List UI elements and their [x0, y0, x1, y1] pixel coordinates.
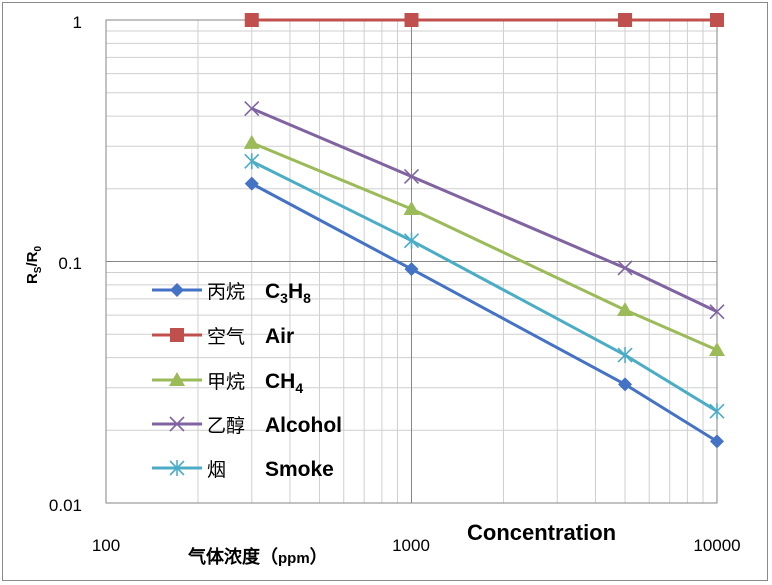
legend-swatch-marker	[169, 372, 185, 386]
data-point	[710, 434, 724, 449]
legend-label-en: Smoke	[265, 458, 334, 481]
series-2	[243, 134, 725, 357]
data-point	[709, 403, 725, 420]
series-3	[244, 100, 725, 320]
legend-item: 烟 Smoke	[152, 458, 334, 481]
series-line	[251, 159, 718, 413]
y-tick-label: 0.01	[49, 496, 82, 515]
legend-label-en: Air	[265, 325, 294, 348]
legend-label-en: CH4	[265, 370, 303, 396]
data-point	[617, 260, 633, 276]
x-tick-label: 1000	[392, 536, 430, 555]
series-0	[244, 176, 724, 449]
data-point	[709, 342, 725, 357]
data-point	[403, 200, 420, 215]
legend-label-cn: 乙醇	[207, 415, 245, 437]
legend-item: 空气 Air	[152, 325, 294, 348]
data-point	[617, 301, 634, 316]
x-tick-labels: 100 1000 10000	[92, 536, 741, 555]
series-line	[251, 141, 718, 352]
data-point	[617, 347, 633, 364]
y-tick-label: 0.1	[58, 254, 82, 273]
x-axis-title: 气体浓度（ppm）	[187, 546, 328, 568]
legend-item: 乙醇 Alcohol	[152, 414, 342, 437]
legend: 丙烷 C3H8 空气 Air 甲烷 CH4 乙醇 Alcohol 烟 Smoke	[152, 280, 342, 481]
legend-label-en: C3H8	[265, 280, 311, 306]
data-point	[618, 13, 633, 27]
marker-stroke	[403, 168, 420, 185]
data-point	[244, 153, 260, 170]
legend-item: 丙烷 C3H8	[152, 280, 311, 306]
y-axis-title: RS/R0	[24, 246, 44, 285]
series-line	[251, 107, 718, 313]
marker-stroke	[244, 100, 260, 117]
data-point	[710, 13, 724, 27]
legend-swatch-marker	[170, 283, 184, 297]
series-1	[244, 13, 724, 27]
data-point	[244, 176, 259, 191]
legend-label-cn: 甲烷	[207, 371, 245, 393]
data-point	[244, 13, 259, 27]
data-point	[404, 262, 419, 277]
y-tick-labels: 1 0.1 0.01	[49, 13, 82, 515]
x-tick-label: 100	[92, 536, 120, 555]
data-point	[404, 13, 419, 27]
series-layer	[243, 13, 725, 449]
data-point	[709, 304, 725, 320]
legend-swatch-marker	[169, 416, 185, 432]
marker-stroke	[617, 260, 633, 276]
x-tick-label: 10000	[693, 536, 740, 555]
marker-stroke	[709, 304, 725, 320]
x-axis-title-en: Concentration	[467, 520, 616, 545]
data-point	[618, 377, 633, 392]
legend-label-cn: 烟	[207, 459, 226, 481]
data-point	[403, 232, 420, 249]
legend-swatch-marker	[170, 328, 184, 342]
marker-stroke	[169, 416, 185, 432]
data-point	[243, 134, 260, 149]
legend-label-en: Alcohol	[265, 414, 342, 437]
data-point	[403, 168, 420, 185]
data-point	[244, 100, 260, 117]
legend-swatch-marker	[169, 460, 185, 476]
y-tick-label: 1	[73, 13, 82, 32]
legend-label-cn: 丙烷	[207, 281, 245, 303]
series-line	[251, 182, 718, 443]
legend-label-cn: 空气	[207, 326, 245, 348]
legend-item: 甲烷 CH4	[152, 370, 303, 396]
series-4	[244, 153, 725, 420]
